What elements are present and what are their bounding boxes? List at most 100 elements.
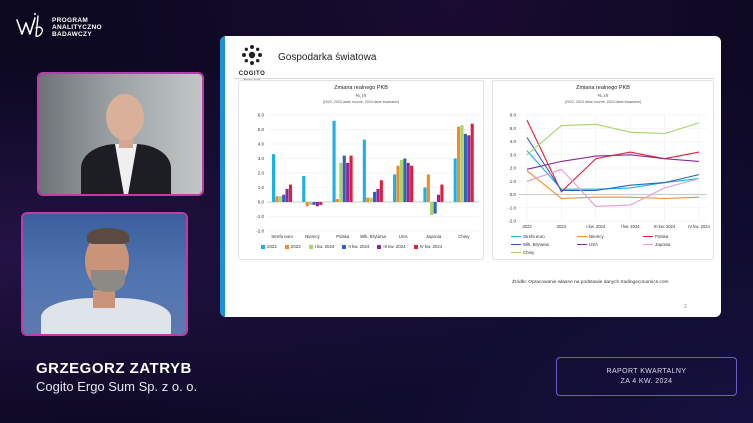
bar xyxy=(403,158,407,202)
legend-item: Strefa euro xyxy=(511,234,569,239)
y-tick-label: 6.0 xyxy=(258,113,265,118)
legend-swatch xyxy=(511,243,521,246)
bar xyxy=(346,162,350,202)
bar xyxy=(285,188,289,202)
bar xyxy=(332,120,336,202)
x-tick-label: Polska xyxy=(336,234,350,239)
logo-line-2: ANALITYCZNO xyxy=(52,23,102,31)
legend-item: II kw. 2024 xyxy=(342,244,369,249)
line-chart-legend: Strefa euro Niemcy Polska Wlk. Brytania USA J… xyxy=(511,234,711,255)
bar xyxy=(423,187,427,202)
bar xyxy=(433,202,437,214)
y-tick-label: 4.0 xyxy=(510,139,517,144)
source-note: Źródło: Opracowanie własne na podstawie … xyxy=(512,280,669,285)
legend-item: Niemcy xyxy=(577,234,635,239)
legend-label: 2022 xyxy=(267,244,277,249)
bar xyxy=(426,174,430,202)
bar xyxy=(319,202,323,205)
slide-title: Gospodarka światowa xyxy=(278,52,377,63)
legend-label: Wlk. Brytania xyxy=(523,242,549,247)
y-tick-label: 4.0 xyxy=(258,142,265,147)
video-feed-host xyxy=(37,72,204,196)
bar xyxy=(436,194,441,202)
legend-swatch xyxy=(643,243,653,246)
x-tick-label: IV kw. 2024 xyxy=(688,224,710,229)
legend-swatch xyxy=(342,244,347,249)
bar xyxy=(278,196,282,202)
legend-swatch xyxy=(284,244,289,249)
slide-accent-bar xyxy=(220,36,225,317)
y-tick-label: 2.0 xyxy=(510,166,517,171)
bar xyxy=(339,162,343,202)
cogito-logo: COGITO ERGO SUM xyxy=(234,44,270,81)
legend-label: I kw. 2024 xyxy=(314,244,335,249)
legend-swatch xyxy=(511,235,521,238)
bar xyxy=(305,202,309,207)
y-tick-label: 0.0 xyxy=(258,200,265,205)
legend-label: Polska xyxy=(655,234,669,239)
bar-chart-panel: Zmiana realnego PKB %, r/r (2022, 2023 d… xyxy=(238,80,484,260)
legend-swatch xyxy=(577,243,587,246)
y-tick-label: 2.0 xyxy=(258,171,265,176)
legend-swatch xyxy=(577,235,587,238)
line-chart-title: Zmiana realnego PKB xyxy=(576,85,630,91)
x-tick-label: I kw. 2024 xyxy=(621,224,641,229)
legend-swatch xyxy=(643,235,653,238)
bar xyxy=(349,155,353,202)
bar xyxy=(396,165,400,202)
legend-label: Chiny xyxy=(523,250,535,255)
y-tick-label: 5.0 xyxy=(258,127,265,132)
y-tick-label: 5.0 xyxy=(510,126,517,131)
line-chart-subtitle: %, r/r xyxy=(597,93,609,98)
series-line xyxy=(526,170,700,200)
x-tick-label: I kw. 2024 xyxy=(586,224,606,229)
report-badge: RAPORT KWARTALNY ZA 4 KW. 2024 xyxy=(556,357,737,396)
wib-logo-icon xyxy=(16,13,43,37)
bar xyxy=(315,202,319,207)
bar-chart: 6.0 5.0 4.0 3.0 2.0 1.0 0.0 -1.0 -2.0 Strefa euro… xyxy=(256,113,479,239)
cogito-logo-icon xyxy=(242,45,262,65)
legend-label: II kw. 2024 xyxy=(348,244,370,249)
series-line xyxy=(526,154,700,170)
bar xyxy=(393,174,397,202)
speaker-organization: Cogito Ergo Sum Sp. z o. o. xyxy=(36,379,198,394)
bar xyxy=(453,158,457,202)
legend-item: 2022 xyxy=(261,244,277,249)
legend-item: III kw. 2024 xyxy=(377,244,406,249)
y-tick-label: -1.0 xyxy=(508,205,516,210)
series-line xyxy=(526,137,700,192)
legend-label: IV kw. 2024 xyxy=(419,244,443,249)
bar xyxy=(467,135,471,202)
legend-label: Niemcy xyxy=(589,234,604,239)
legend-item: I kw. 2024 xyxy=(308,244,335,249)
video-feed-speaker xyxy=(21,212,188,336)
presentation-slide: COGITO ERGO SUM Gospodarka światowa Zmia… xyxy=(220,36,721,317)
bar xyxy=(399,159,403,202)
y-tick-label: 1.0 xyxy=(258,185,265,190)
bar xyxy=(271,154,276,202)
bar-chart-title: Zmiana realnego PKB xyxy=(334,85,388,91)
cogito-sub: ERGO SUM xyxy=(243,77,261,81)
line-chart: 6.0 5.0 4.0 3.0 2.0 1.0 0.0 -1.0 -2.0 2022 2023 I k… xyxy=(508,113,710,230)
y-tick-label: 0.0 xyxy=(510,192,517,197)
bar-chart-note: (2022, 2023 dane roczne, 2024 dane kwart… xyxy=(322,100,400,104)
bar xyxy=(410,165,414,202)
bar xyxy=(342,155,346,202)
y-tick-label: -1.0 xyxy=(256,214,264,219)
series-line xyxy=(526,122,700,156)
legend-item: Chiny xyxy=(511,250,569,255)
legend-swatch xyxy=(377,244,382,249)
bar xyxy=(275,196,279,202)
y-tick-label: -2.0 xyxy=(508,219,516,224)
logo-line-1: PROGRAM xyxy=(52,16,89,24)
bar xyxy=(362,139,366,202)
bar xyxy=(457,126,461,202)
bar xyxy=(373,191,377,202)
x-tick-label: USA xyxy=(399,234,408,239)
x-tick-label: III kw. 2024 xyxy=(654,224,676,229)
y-tick-label: 3.0 xyxy=(258,156,265,161)
y-tick-label: 6.0 xyxy=(510,113,517,118)
legend-item: USA xyxy=(577,242,635,247)
y-tick-label: 1.0 xyxy=(510,179,517,184)
x-tick-label: Japonia xyxy=(426,234,442,239)
